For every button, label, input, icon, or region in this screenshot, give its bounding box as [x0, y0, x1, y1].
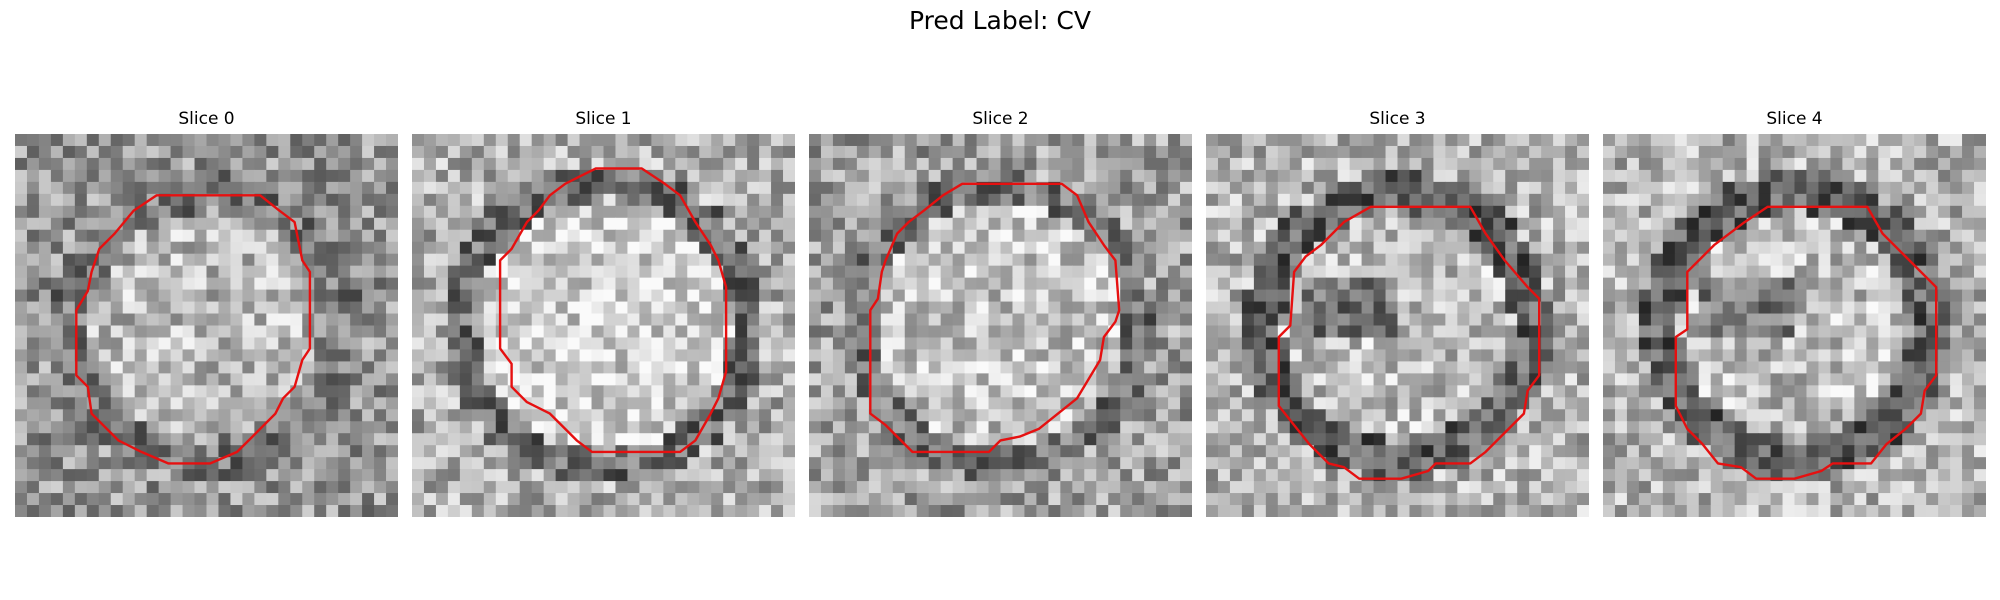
slice-image — [1206, 134, 1589, 517]
slice-image — [809, 134, 1192, 517]
slice-title: Slice 0 — [178, 109, 235, 129]
segmentation-contour — [869, 182, 1121, 454]
slice-title: Slice 2 — [972, 109, 1029, 129]
segmentation-contour — [498, 167, 728, 454]
slice-title: Slice 4 — [1766, 109, 1823, 129]
slice-image — [15, 134, 398, 517]
slice-image — [1603, 134, 1986, 517]
slice-title: Slice 3 — [1369, 109, 1426, 129]
figure-title: Pred Label: CV — [909, 6, 1091, 35]
slice-title: Slice 1 — [575, 109, 632, 129]
segmentation-contour — [1674, 205, 1938, 480]
slice-image — [412, 134, 795, 517]
segmentation-contour — [75, 194, 312, 465]
segmentation-contour — [1277, 205, 1541, 480]
